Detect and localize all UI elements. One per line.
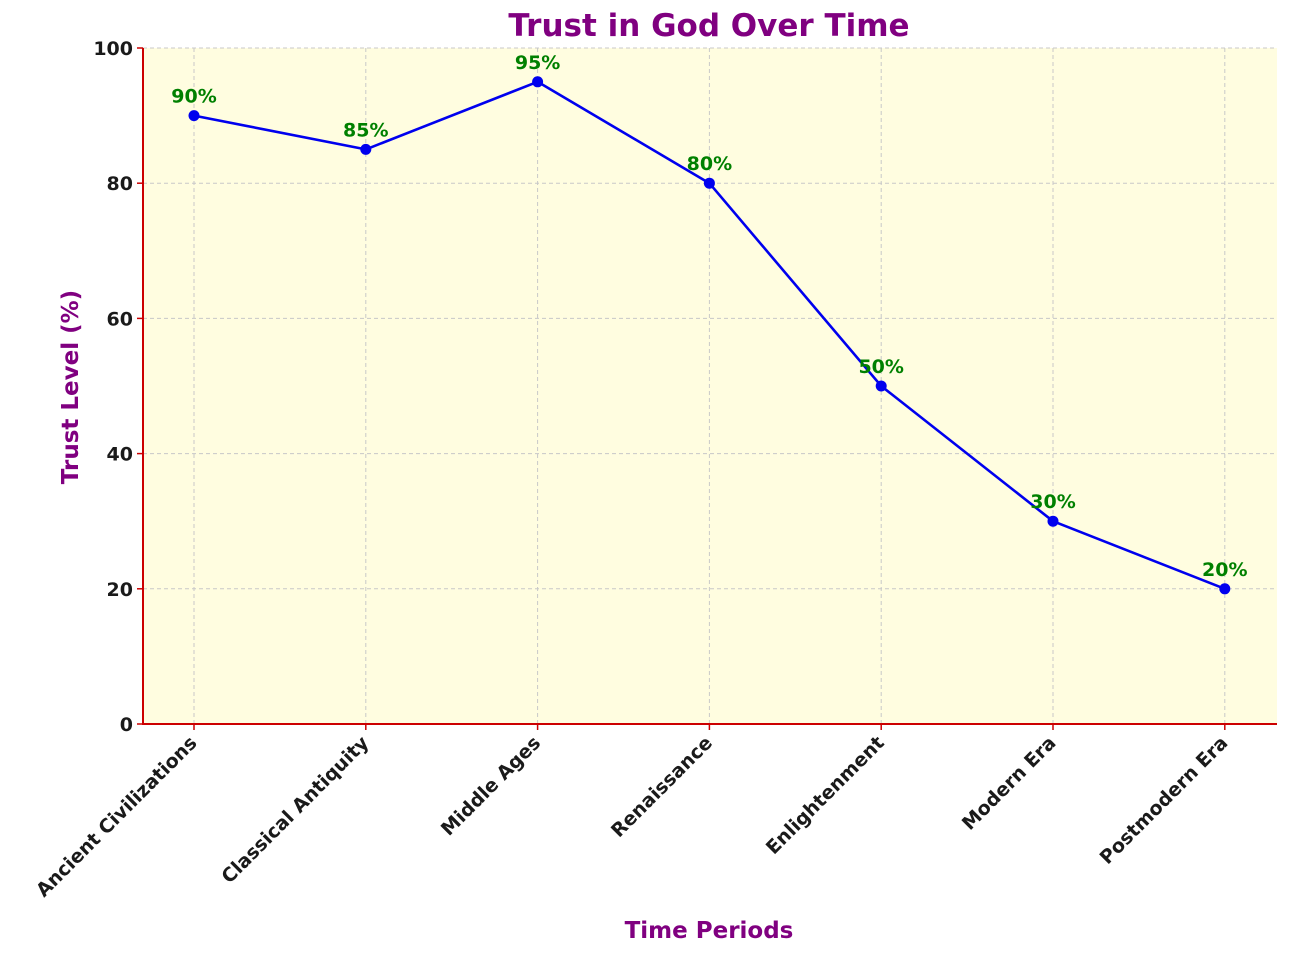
data-point-marker [1047,515,1059,527]
x-tick-label: Enlightenment [762,732,889,859]
data-label: 20% [1202,559,1247,581]
y-tick-label: 80 [107,173,133,195]
y-tick-label: 60 [107,308,133,330]
data-point-marker [532,76,544,88]
x-tick-label: Classical Antiquity [217,732,373,888]
y-axis-ticks: 0 20 40 60 80 100 [93,38,143,736]
y-tick-label: 20 [107,579,133,601]
x-tick-label: Postmodern Era [1096,732,1233,869]
plot-area [143,48,1277,724]
x-axis-ticks: Ancient Civilizations Classical Antiquity… [32,724,1232,902]
chart-title: Trust in God Over Time [508,8,909,44]
gridlines [143,47,1277,724]
data-point-marker [1219,583,1231,595]
data-label: 95% [515,52,560,74]
series-trust-level [188,76,1231,595]
data-labels: 90% 85% 95% 80% 50% 30% 20% [171,52,1247,581]
x-tick-label: Renaissance [607,732,717,842]
x-axis-title: Time Periods [625,918,794,944]
data-label: 90% [171,86,216,108]
data-label: 80% [687,153,732,175]
y-axis-title: Trust Level (%) [58,290,84,484]
x-tick-label: Modern Era [958,732,1061,835]
data-point-marker [703,177,715,189]
x-tick-label: Middle Ages [437,732,545,840]
data-point-marker [360,143,372,155]
y-tick-label: 100 [93,38,133,60]
data-label: 85% [343,119,388,141]
y-tick-label: 40 [107,444,133,466]
data-point-marker [875,380,887,392]
x-tick-label: Ancient Civilizations [32,732,202,902]
data-label: 30% [1030,491,1075,513]
y-tick-label: 0 [120,714,133,736]
data-point-marker [188,110,200,122]
data-label: 50% [858,356,903,378]
